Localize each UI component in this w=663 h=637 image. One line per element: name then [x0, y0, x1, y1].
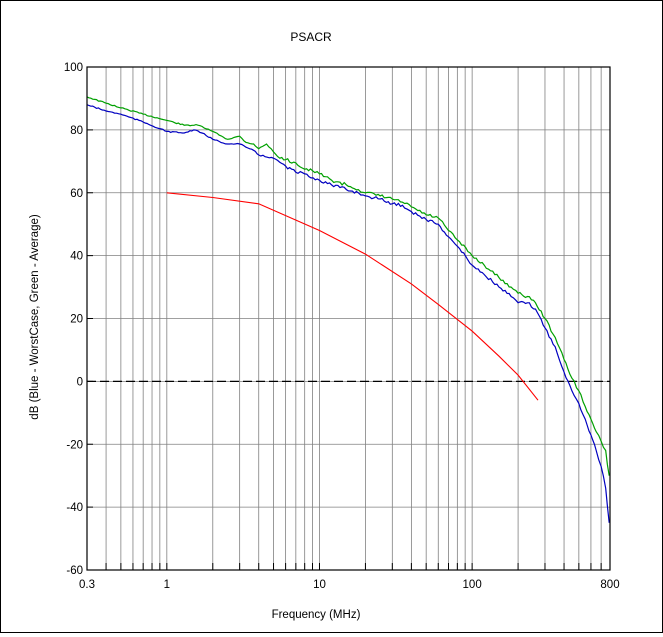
y-tick-label: 20	[70, 314, 83, 326]
y-axis-label: dB (Blue - WorstCase, Green - Average)	[29, 214, 41, 420]
y-tick-label: 0	[77, 376, 83, 388]
axes	[86, 66, 611, 571]
x-tick-label: 1	[164, 579, 170, 591]
series-line-0	[86, 96, 610, 476]
plot-border	[86, 66, 611, 571]
y-tick-label: 80	[70, 125, 83, 137]
x-tick-label: 100	[463, 579, 482, 591]
y-tick-label: 100	[64, 62, 83, 74]
series-layer	[86, 96, 610, 523]
y-tick-labels: -60 -40 -20 0 20 40 60 80 100	[64, 62, 83, 577]
grid	[86, 66, 611, 571]
x-tick-label: 800	[600, 579, 619, 591]
series-line-1	[86, 104, 610, 523]
y-tick-label: -20	[66, 439, 83, 451]
x-axis-label: Frequency (MHz)	[272, 609, 361, 621]
y-tick-label: -40	[66, 502, 83, 514]
y-tick-label: 40	[70, 251, 83, 263]
y-tick-label: 60	[70, 188, 83, 200]
x-tick-label: 10	[313, 579, 326, 591]
series-line-2	[166, 192, 539, 401]
y-tick-label: -60	[66, 565, 83, 577]
x-tick-labels: 0.3 1 10 100 800	[79, 579, 620, 591]
x-tick-label: 0.3	[79, 579, 95, 591]
chart-title: PSACR	[290, 30, 332, 44]
